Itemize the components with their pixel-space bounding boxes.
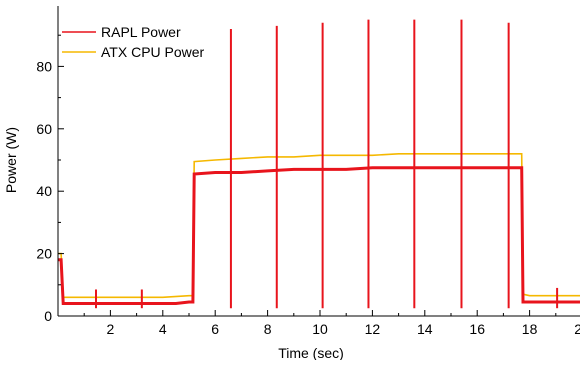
x-tick-label: 4 bbox=[159, 321, 167, 337]
series-line-rapl-power bbox=[58, 166, 580, 305]
legend: RAPL Power ATX CPU Power bbox=[62, 24, 205, 60]
y-tick-label: 80 bbox=[36, 58, 52, 74]
y-tick-label: 60 bbox=[36, 121, 52, 137]
x-tick-label: 14 bbox=[417, 321, 433, 337]
y-tick-label: 40 bbox=[36, 183, 52, 199]
x-tick-label: 18 bbox=[522, 321, 538, 337]
axes: 2 4 6 8 10 12 14 16 18 20 0 20 40 60 80 bbox=[36, 6, 580, 337]
x-tick-label: 20 bbox=[574, 321, 580, 337]
x-tick-label: 6 bbox=[211, 321, 219, 337]
x-tick-label: 16 bbox=[469, 321, 485, 337]
x-tick-label: 8 bbox=[264, 321, 272, 337]
x-tick-label: 10 bbox=[312, 321, 328, 337]
plot-area bbox=[58, 19, 580, 309]
y-axis-label: Power (W) bbox=[3, 127, 19, 193]
y-tick-label: 0 bbox=[44, 308, 52, 324]
legend-label: RAPL Power bbox=[101, 24, 181, 40]
y-tick-label: 20 bbox=[36, 246, 52, 262]
x-axis-label: Time (sec) bbox=[278, 345, 344, 360]
series-line-atx-cpu-power bbox=[58, 153, 580, 299]
x-tick-label: 2 bbox=[107, 321, 115, 337]
legend-label: ATX CPU Power bbox=[101, 44, 205, 60]
x-tick-label: 12 bbox=[365, 321, 381, 337]
